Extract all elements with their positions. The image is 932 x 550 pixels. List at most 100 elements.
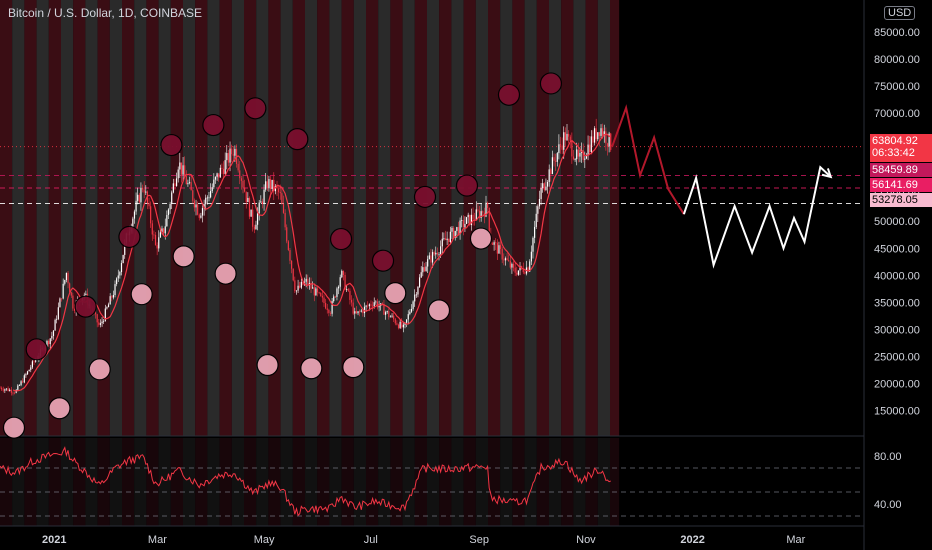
candle-body [70, 292, 72, 296]
candle-body [265, 181, 267, 190]
candle-body [10, 389, 12, 393]
candle-body [7, 388, 9, 391]
bubble-marker [455, 174, 479, 197]
candle-body [159, 232, 161, 238]
candle-body [106, 307, 108, 309]
bubble-marker [539, 72, 563, 95]
candle-body [331, 301, 333, 314]
candle-body [514, 267, 516, 273]
candle-body [543, 183, 545, 190]
candle-body [414, 294, 416, 302]
candle-body [222, 168, 225, 174]
bubble-marker [202, 113, 225, 137]
candle-body [197, 204, 199, 215]
candle-body [469, 214, 471, 225]
candle-body [373, 302, 375, 307]
candle-body [195, 204, 197, 208]
oscillator-stripe [207, 438, 220, 526]
oscillator-stripe [48, 438, 61, 526]
currency-button[interactable]: USD [884, 6, 916, 20]
candle-body [359, 311, 361, 313]
price-axis-label: 70000.00 [874, 108, 920, 120]
candle-body [534, 226, 536, 238]
candle-body [584, 158, 586, 160]
candle-body [417, 286, 419, 295]
candle-body [375, 301, 377, 303]
candle-body [116, 278, 118, 285]
candle-body [182, 165, 184, 175]
candle-body [17, 385, 19, 390]
candle-body [174, 183, 176, 186]
background-stripe [183, 0, 196, 436]
candle-body [495, 242, 497, 244]
background-stripe [402, 0, 415, 436]
oscillator-axis-label: 40.00 [874, 499, 902, 511]
candle-body [333, 296, 335, 302]
candle-body [300, 281, 302, 288]
oscillator-stripe [244, 438, 257, 526]
candle-body [391, 315, 393, 317]
candle-body [349, 290, 351, 300]
candle-body [218, 173, 220, 178]
candle-body [284, 212, 286, 228]
candle-body [372, 305, 374, 307]
bubble-marker [2, 416, 26, 439]
candle-body [5, 388, 8, 390]
candle-body [582, 150, 584, 160]
candle-body [278, 188, 280, 193]
candle-body [352, 302, 354, 314]
candle-body [430, 255, 432, 263]
candle-body [49, 338, 51, 345]
bubble-marker [342, 356, 365, 379]
candle-body [161, 228, 163, 233]
bubble-marker [384, 282, 407, 305]
background-stripe [414, 0, 427, 436]
oscillator-axis-label: 80.00 [874, 451, 902, 463]
oscillator-stripe [524, 438, 537, 526]
candle-body [305, 278, 307, 282]
candle-body [453, 227, 455, 238]
candle-body [94, 312, 97, 315]
oscillator-stripe [353, 438, 366, 526]
candle-body [401, 321, 403, 328]
candle-body [522, 268, 524, 273]
background-stripe [85, 0, 98, 436]
candle-body [234, 148, 236, 156]
candle-body [344, 274, 346, 290]
candle-body [210, 191, 212, 198]
oscillator-stripe [451, 438, 464, 526]
candle-body [459, 220, 461, 235]
candle-body [465, 217, 468, 224]
candle-body [180, 162, 183, 175]
bubble-marker [413, 185, 437, 209]
candle-body [568, 133, 570, 137]
candle-body [346, 289, 348, 290]
candle-body [556, 153, 558, 162]
candle-body [299, 285, 301, 288]
symbol-title: Bitcoin / U.S. Dollar, 1D, COINBASE [8, 6, 203, 20]
candle-body [104, 308, 106, 321]
candle-body [355, 311, 357, 314]
candle-body [548, 169, 550, 182]
oscillator-stripe [463, 438, 476, 526]
bubble-marker [469, 227, 493, 250]
candle-body [133, 211, 136, 219]
price-axis-label: 15000.00 [874, 405, 920, 417]
candle-body [433, 252, 435, 255]
candle-body [436, 252, 438, 255]
price-axis-label: 50000.00 [874, 216, 920, 228]
candle-body [211, 187, 213, 192]
oscillator-stripe [268, 438, 281, 526]
candle-body [561, 145, 563, 150]
candle-body [169, 203, 171, 210]
candle-body [467, 214, 469, 218]
candle-body [485, 202, 487, 217]
candle-body [572, 156, 575, 160]
candle-body [456, 227, 458, 231]
candle-body [137, 194, 139, 201]
candle-body [524, 272, 526, 274]
candle-body [237, 163, 239, 171]
candle-body [357, 311, 359, 314]
background-stripe [561, 0, 574, 436]
